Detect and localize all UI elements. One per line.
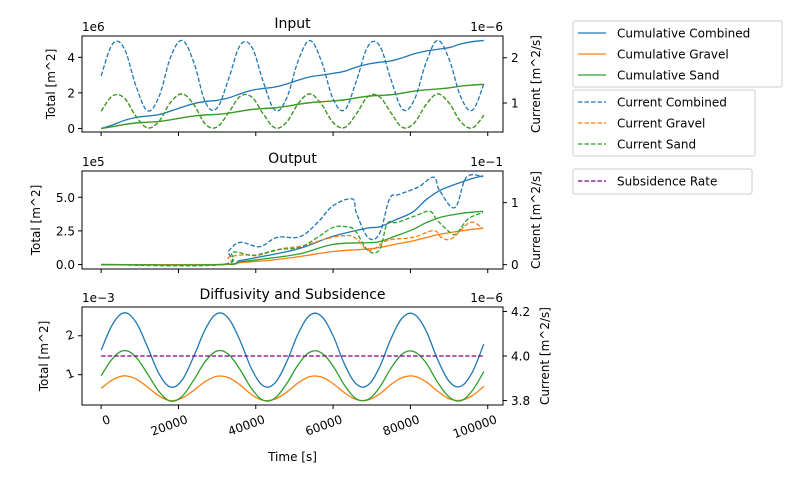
x-tick-label: 60000 [303,412,344,438]
y-tick-label-left: 1 [64,366,76,382]
series-line-cumulative-sand [101,83,484,130]
legend-label: Cumulative Combined [617,27,750,41]
legend-label: Current Sand [617,138,696,152]
legend-label: Current Combined [617,96,727,110]
chart-panel-0: 0 2 4 1 2 1e6 1e−6 Input Total [m^2] Current [m^2… [44,16,543,136]
chart-title: Output [268,151,317,167]
y-axis-label-right: Current [m^2/s] [538,307,552,405]
y-axis-label-left: Total [m^2] [29,185,43,257]
x-axis-label: Time [s] [267,450,317,464]
y-offset-label-left: 1e−3 [82,291,115,305]
legend-label: Current Gravel [617,117,705,131]
y-axis-label-right: Current [m^2/s] [529,35,543,133]
y-tick-label-left: 2.5 [56,224,75,238]
chart-title: Input [274,16,311,32]
series-line-cumulative-combined [101,175,484,266]
x-tick-label: 80000 [381,412,422,438]
y-tick-label-right: 2 [511,51,519,65]
series-line-cumulative-gravel [101,227,484,266]
y-tick-label-left: 4 [67,51,75,65]
series-line-cumulative-sand [101,210,484,266]
series-line-diffusivity-sand [100,349,485,402]
series-line-current-gravel [101,221,484,266]
series-group [100,312,485,402]
series-line-current-sand [101,210,484,267]
y-tick-label-left: 2 [64,327,76,343]
chart-panel-2: 0 20000 40000 60000 80000 100000 1 2 3.8 4.0 4.2 1e… [37,287,552,464]
series-line-current-sand [100,93,485,129]
legend-frame [572,168,753,195]
x-tick-label: 20000 [149,412,190,438]
y-offset-label-right: 1e−1 [470,155,503,169]
series-line-diffusivity-gravel [100,375,485,402]
y-offset-label-right: 1e−6 [470,291,503,305]
y-tick-label-left: 0.0 [56,258,75,272]
y-tick-label-left: 0 [67,122,75,136]
chart-title: Diffusivity and Subsidence [199,287,385,303]
chart-panel-1: 0.0 2.5 5.0 0 1 1e5 1e−1 Output Total [m^2] Curre… [29,151,543,273]
y-tick-label-right: 1 [511,196,519,210]
legend-label: Cumulative Sand [617,69,720,83]
y-tick-label-right: 3.8 [511,394,530,408]
legend-label: Cumulative Gravel [617,48,729,62]
subsidence-legend: Subsidence Rate [572,168,753,195]
y-tick-label-right: 4.0 [511,350,530,364]
y-tick-label-right: 4.2 [511,305,530,319]
y-axis-label-left: Total [m^2] [37,321,51,393]
cumulative-legend: Cumulative Combined Cumulative Gravel Cumu… [572,20,783,88]
current-legend: Current Combined Current Gravel Current Sa… [572,89,756,157]
y-offset-label-left: 1e6 [82,20,105,34]
legend-frame [572,20,783,88]
legend-label: Subsidence Rate [617,175,717,189]
x-tick-label: 100000 [451,412,499,441]
x-tick-label: 0 [100,412,112,428]
y-tick-label-right: 1 [511,97,519,111]
x-tick-label: 40000 [226,412,267,438]
legend-frame [572,89,756,157]
series-line-current-combined [100,39,485,112]
y-tick-label-left: 2 [67,86,75,100]
y-axis-label-right: Current [m^2/s] [529,171,543,269]
series-line-current-combined [101,173,484,267]
y-axis-label-left: Total [m^2] [44,49,58,121]
series-group [101,173,484,267]
series-line-cumulative-combined [100,39,484,130]
series-group [100,39,485,130]
axes-frame [81,35,504,133]
y-offset-label-left: 1e5 [82,155,105,169]
series-line-diffusivity-combined [100,312,485,388]
y-offset-label-right: 1e−6 [470,20,503,34]
y-tick-label-left: 5.0 [56,191,75,205]
axes-frame [81,170,504,270]
y-tick-label-right: 0 [511,258,519,272]
